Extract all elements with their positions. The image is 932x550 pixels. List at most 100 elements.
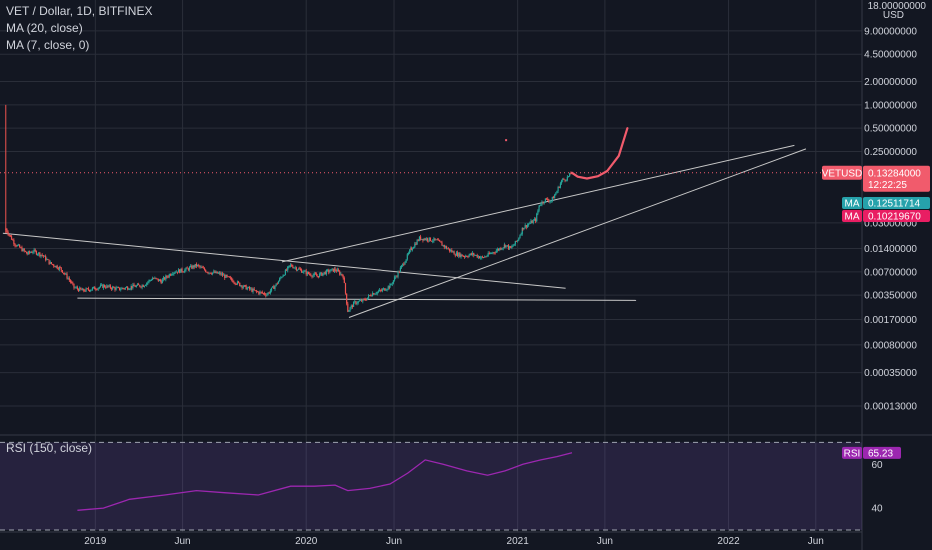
candle-body (88, 289, 91, 292)
candle-body (517, 240, 519, 242)
candle-body (369, 295, 371, 297)
rsi-legend[interactable]: RSI (150, close) (6, 441, 93, 455)
candle-body (375, 293, 377, 295)
candle-body (153, 278, 155, 280)
candle-body (149, 280, 151, 281)
candle-body (172, 273, 174, 275)
time-tick-label: 2022 (717, 536, 740, 547)
candle-body (465, 256, 467, 257)
candle-body (168, 274, 170, 277)
candle-body (43, 255, 46, 257)
candle-body (510, 246, 512, 248)
candle-body (98, 287, 100, 288)
candle-body (17, 244, 20, 246)
candle-body (321, 272, 323, 276)
candle-body (53, 264, 55, 267)
trendline (77, 297, 637, 301)
candle-body (326, 269, 329, 271)
symbol-badge (822, 165, 862, 180)
price-tick-label: 0.00035000 (864, 368, 917, 379)
ma7-legend[interactable]: MA (7, close, 0) (6, 38, 90, 52)
candle-body (497, 249, 500, 251)
candle-body (257, 291, 259, 293)
candle-body (409, 250, 411, 253)
candle-body (403, 263, 405, 265)
candle-body (528, 224, 530, 225)
candle-body (444, 246, 447, 248)
candle-body (339, 271, 341, 275)
candle-body (514, 240, 516, 245)
candle-body (226, 274, 228, 277)
candle-body (518, 238, 520, 241)
ma-badge-label: MA (845, 199, 860, 210)
price-tick-label: 9.00000000 (864, 26, 917, 37)
candle-body (144, 285, 147, 286)
candle-body (194, 263, 196, 268)
candle-body (372, 293, 374, 296)
candle-body (420, 236, 422, 240)
candle-body (549, 201, 551, 202)
ma-badge (842, 197, 862, 209)
price-tick-label: 0.00170000 (864, 315, 917, 326)
candle-body (349, 307, 351, 311)
candle-body (437, 239, 440, 241)
candle-body (214, 271, 216, 273)
candle-body (350, 305, 352, 308)
candle-body (116, 287, 118, 289)
candle-body (446, 248, 448, 250)
trendline (348, 148, 807, 318)
time-axis[interactable]: 2019 Jun 2020 Jun 2021 Jun 2022 Jun (84, 536, 824, 547)
candle-body (430, 240, 433, 242)
candle-body (550, 200, 552, 202)
candle-body (59, 266, 61, 268)
candle-body (99, 285, 102, 288)
candle-body (127, 286, 129, 290)
ma-value-badge (863, 210, 930, 222)
candle-body (474, 255, 476, 256)
candle-body (196, 264, 199, 267)
candle-body (384, 288, 386, 291)
candle-body (418, 236, 421, 241)
candle-body (426, 238, 429, 241)
candle-body (213, 271, 215, 273)
candle-body (207, 272, 209, 274)
candle-body (184, 269, 186, 272)
time-tick-label: 2019 (84, 536, 107, 547)
candle-body (300, 269, 303, 273)
ma20-legend[interactable]: MA (20, close) (6, 21, 83, 35)
candle-body (318, 273, 321, 278)
candle-body (210, 273, 213, 275)
candle-body (151, 278, 154, 281)
candle-body (255, 290, 258, 292)
price-tick-label: 0.03000000 (864, 218, 917, 229)
candle-body (507, 245, 510, 249)
candle-body (246, 287, 248, 290)
candle-body (544, 198, 546, 203)
candle-body (193, 265, 195, 268)
candle-body (146, 282, 148, 286)
candle-body (165, 275, 167, 280)
candle-body (434, 238, 436, 240)
rsi-tick-label: 40 (871, 504, 883, 515)
candle-body (436, 239, 438, 241)
candle-body (201, 266, 203, 268)
candle-body (209, 272, 211, 274)
candle-body (537, 210, 539, 214)
candle-body (279, 278, 281, 282)
candle-body (244, 285, 246, 287)
candle-body (508, 246, 511, 249)
candle-body (501, 248, 503, 250)
candle-body (117, 287, 120, 289)
candle-body (328, 269, 330, 273)
candle-body (108, 285, 110, 287)
candle-body (34, 249, 36, 252)
candle-body (132, 284, 134, 289)
candle-body (243, 285, 245, 287)
rsi-value: 65.23 (868, 448, 893, 459)
candle-body (139, 285, 141, 287)
candle-body (273, 286, 275, 289)
candle-body (250, 288, 252, 290)
candle-body (422, 238, 424, 241)
